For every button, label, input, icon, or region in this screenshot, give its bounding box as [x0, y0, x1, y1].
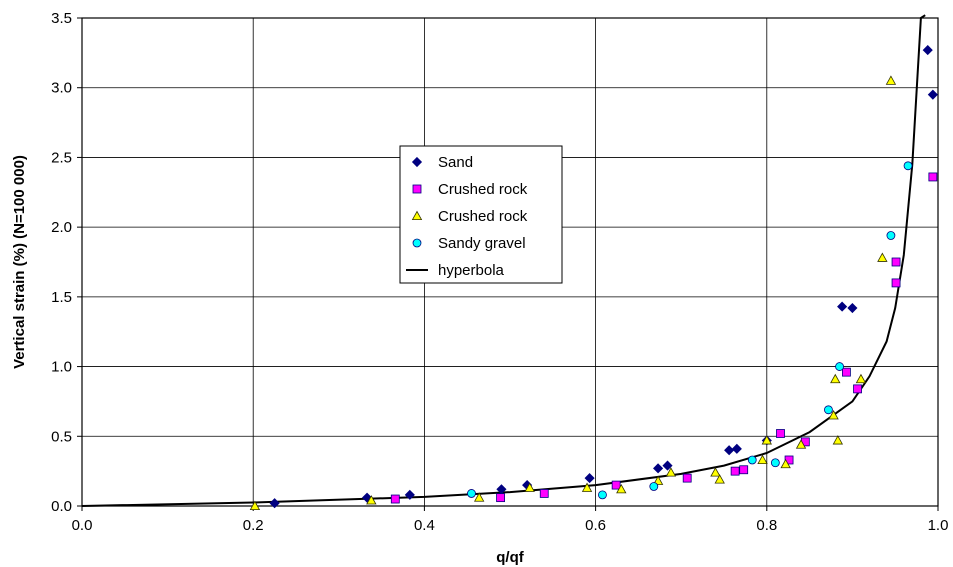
data-point-triangle [757, 454, 768, 464]
data-point-triangle [581, 482, 593, 492]
data-point-triangle [474, 492, 485, 502]
data-points [249, 45, 938, 511]
data-point-triangle [885, 75, 897, 85]
x-tick-label: 0.6 [585, 517, 606, 534]
data-point-diamond [922, 45, 933, 56]
y-tick-label: 2.5 [51, 149, 72, 166]
data-point-triangle [780, 458, 791, 469]
data-point-circle [598, 490, 607, 500]
data-point-square [928, 172, 938, 182]
data-point-square [842, 367, 851, 377]
legend-swatch-diamond [411, 156, 423, 168]
legend-item: Crushed rock [411, 208, 528, 225]
data-point-square [739, 465, 749, 475]
data-point-square [730, 466, 740, 476]
legend-swatch-square [412, 184, 422, 194]
data-point-triangle [665, 467, 677, 477]
data-point-diamond [724, 445, 735, 456]
data-point-triangle [855, 373, 867, 384]
data-point-circle [835, 362, 844, 371]
data-point-diamond [837, 301, 848, 312]
y-axis-ticks: 0.0 0.5 1.0 1.5 2.0 2.5 3.0 3.5 [51, 10, 82, 515]
x-tick-label: 0.8 [756, 517, 777, 534]
data-point-circle [747, 455, 757, 465]
legend-box [399, 145, 563, 284]
x-axis-label: q/qf [496, 549, 524, 566]
data-point-square [611, 480, 621, 490]
data-point-square [539, 489, 549, 498]
data-point-triangle [830, 373, 841, 384]
data-point-circle [824, 405, 833, 415]
legend-item: Sandy gravel [412, 235, 526, 252]
legend-label: Crushed rock [438, 208, 528, 225]
y-axis-label: Vertical strain (%) (N=100 000) [11, 155, 28, 369]
legend-item: hyperbola [406, 262, 505, 279]
data-point-circle [467, 489, 476, 498]
y-tick-label: 1.5 [51, 289, 72, 306]
data-point-square [891, 278, 901, 288]
legend-label: hyperbola [438, 262, 505, 279]
data-point-square [776, 429, 785, 438]
data-point-triangle [714, 474, 725, 484]
data-point-triangle [249, 500, 261, 511]
legend-item: Sand [411, 154, 473, 171]
data-point-triangle [710, 467, 721, 477]
y-tick-label: 0.0 [51, 498, 72, 515]
data-point-square [496, 493, 505, 503]
data-point-triangle [761, 435, 772, 445]
series-line-hyperbola [81, 14, 926, 507]
data-point-square [682, 473, 692, 483]
legend-label: Crushed rock [438, 181, 528, 198]
data-point-diamond [927, 89, 938, 100]
data-point-triangle [524, 482, 535, 492]
data-point-square [891, 257, 901, 267]
legend: Sand Crushed rock Crushed rock Sandy gravel… [399, 145, 563, 284]
legend-label: Sandy gravel [438, 235, 526, 252]
y-tick-label: 0.5 [51, 428, 72, 445]
y-tick-label: 2.0 [51, 219, 72, 236]
data-point-diamond [269, 498, 280, 509]
legend-item: Crushed rock [412, 181, 528, 198]
data-point-triangle [616, 483, 627, 494]
data-point-triangle [828, 410, 839, 420]
data-point-diamond [584, 473, 595, 484]
data-point-diamond [404, 489, 415, 500]
data-point-diamond [731, 443, 742, 454]
data-point-circle [649, 482, 659, 491]
legend-swatch-circle [412, 238, 422, 248]
data-point-triangle [877, 252, 888, 262]
x-tick-label: 0.4 [414, 517, 435, 534]
legend-swatch-triangle [411, 210, 423, 221]
plot-area [81, 17, 939, 507]
data-point-circle [903, 161, 913, 171]
data-point-triangle [366, 495, 377, 505]
data-point-square [390, 494, 400, 504]
data-point-diamond [653, 463, 664, 474]
y-tick-label: 3.5 [51, 10, 72, 27]
data-point-diamond [847, 302, 858, 314]
y-tick-label: 1.0 [51, 359, 72, 376]
data-point-square [853, 384, 862, 394]
y-tick-label: 3.0 [51, 80, 72, 97]
legend-label: Sand [438, 154, 473, 171]
x-tick-label: 1.0 [928, 517, 949, 534]
data-point-circle [770, 458, 780, 468]
data-point-triangle [832, 435, 844, 445]
data-point-triangle [795, 439, 807, 449]
x-axis-ticks: 0.0 0.2 0.4 0.6 0.8 1.0 [72, 506, 949, 534]
data-point-diamond [662, 460, 673, 471]
data-point-circle [886, 231, 896, 240]
x-tick-label: 0.2 [243, 517, 264, 534]
x-tick-label: 0.0 [72, 517, 93, 534]
data-point-triangle [652, 475, 664, 485]
